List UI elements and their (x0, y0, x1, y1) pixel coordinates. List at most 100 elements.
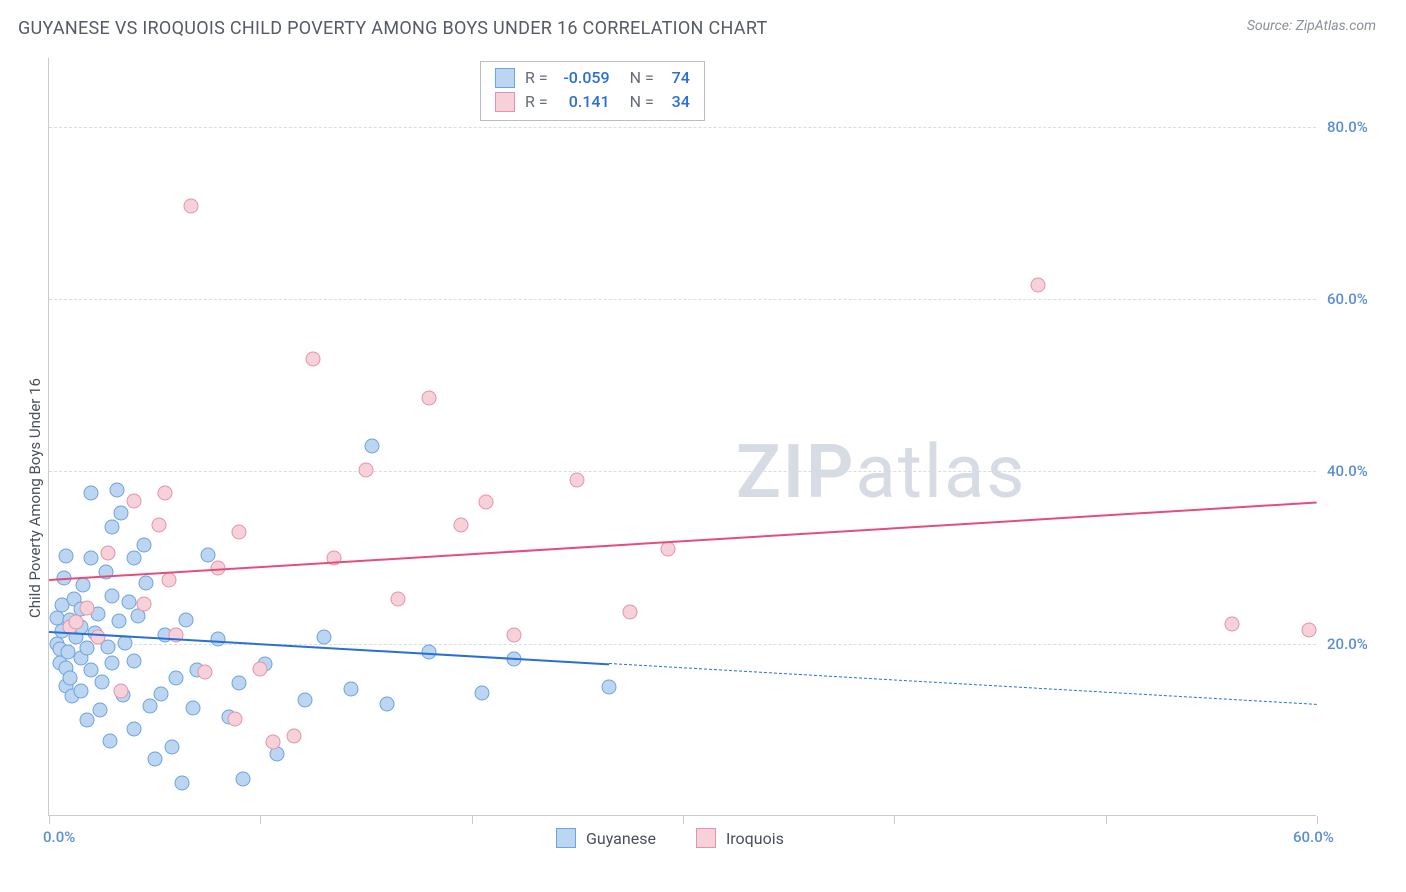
data-point (1031, 278, 1046, 293)
data-point (63, 671, 78, 686)
data-point (80, 712, 95, 727)
y-tick-label: 40.0% (1327, 462, 1368, 480)
stats-row: R =0.141N =34 (495, 90, 690, 114)
chart-area: Child Poverty Among Boys Under 16 20.0%4… (48, 58, 1378, 826)
trend-line (609, 663, 1317, 705)
legend-swatch (696, 828, 716, 848)
data-point (126, 653, 141, 668)
data-point (80, 600, 95, 615)
stat-n-value: 74 (664, 66, 690, 90)
data-point (1301, 622, 1316, 637)
data-point (84, 662, 99, 677)
data-point (94, 675, 109, 690)
data-point (198, 665, 213, 680)
data-point (297, 692, 312, 707)
data-point (113, 684, 128, 699)
stats-row: R =-0.059N =74 (495, 66, 690, 90)
data-point (158, 485, 173, 500)
data-point (1225, 616, 1240, 631)
x-axis-tick (1317, 816, 1318, 824)
data-point (390, 591, 405, 606)
data-point (154, 686, 169, 701)
y-tick-label: 80.0% (1327, 118, 1368, 136)
stat-r-value: -0.059 (558, 66, 610, 90)
stat-r-value: 0.141 (558, 90, 610, 114)
data-point (113, 505, 128, 520)
legend-item: Iroquois (696, 828, 784, 848)
data-point (454, 517, 469, 532)
data-point (287, 728, 302, 743)
gridline (49, 471, 1316, 472)
data-point (137, 537, 152, 552)
data-point (126, 550, 141, 565)
data-point (232, 676, 247, 691)
data-point (103, 734, 118, 749)
x-axis-tick (472, 816, 473, 824)
data-point (101, 546, 116, 561)
data-point (143, 698, 158, 713)
data-point (179, 612, 194, 627)
x-axis-tick (1106, 816, 1107, 824)
stat-r-label: R = (525, 90, 548, 114)
x-tick-label: 60.0% (1293, 828, 1334, 846)
y-axis-label: Child Poverty Among Boys Under 16 (26, 378, 44, 618)
data-point (316, 629, 331, 644)
data-point (151, 517, 166, 532)
trend-line (49, 502, 1317, 582)
x-axis-tick (894, 816, 895, 824)
legend-item: Guyanese (556, 828, 656, 848)
data-point (147, 752, 162, 767)
data-point (175, 776, 190, 791)
data-point (126, 722, 141, 737)
data-point (306, 352, 321, 367)
data-point (253, 661, 268, 676)
legend-label: Iroquois (726, 829, 784, 848)
data-point (623, 604, 638, 619)
gridline (49, 127, 1316, 128)
data-point (139, 576, 154, 591)
data-point (359, 462, 374, 477)
data-point (227, 711, 242, 726)
data-point (75, 578, 90, 593)
correlation-stats-legend: R =-0.059N =74R =0.141N =34 (480, 61, 705, 121)
data-point (570, 473, 585, 488)
scatter-plot: 20.0%40.0%60.0%80.0%0.0%60.0% (48, 58, 1316, 816)
data-point (90, 629, 105, 644)
data-point (168, 671, 183, 686)
data-point (183, 199, 198, 214)
data-point (105, 520, 120, 535)
data-point (365, 438, 380, 453)
legend-label: Guyanese (586, 829, 656, 848)
legend-swatch (556, 828, 576, 848)
data-point (122, 595, 137, 610)
data-point (69, 615, 84, 630)
data-point (92, 703, 107, 718)
x-axis-tick (49, 816, 50, 824)
y-tick-label: 60.0% (1327, 290, 1368, 308)
stat-n-label: N = (630, 66, 654, 90)
data-point (164, 740, 179, 755)
data-point (105, 655, 120, 670)
data-point (200, 548, 215, 563)
data-point (211, 632, 226, 647)
x-tick-label: 0.0% (43, 828, 75, 846)
stat-n-label: N = (630, 90, 654, 114)
data-point (73, 684, 88, 699)
data-point (109, 483, 124, 498)
chart-title: GUYANESE VS IROQUOIS CHILD POVERTY AMONG… (18, 18, 768, 39)
x-axis-tick (260, 816, 261, 824)
data-point (105, 589, 120, 604)
data-point (232, 524, 247, 539)
data-point (236, 771, 251, 786)
data-point (185, 701, 200, 716)
y-tick-label: 20.0% (1327, 635, 1368, 653)
data-point (84, 550, 99, 565)
data-point (111, 614, 126, 629)
x-axis-tick (683, 816, 684, 824)
legend-swatch (495, 68, 515, 88)
data-point (602, 679, 617, 694)
data-point (266, 734, 281, 749)
data-point (344, 681, 359, 696)
data-point (479, 494, 494, 509)
source-attribution: Source: ZipAtlas.com (1247, 18, 1376, 34)
